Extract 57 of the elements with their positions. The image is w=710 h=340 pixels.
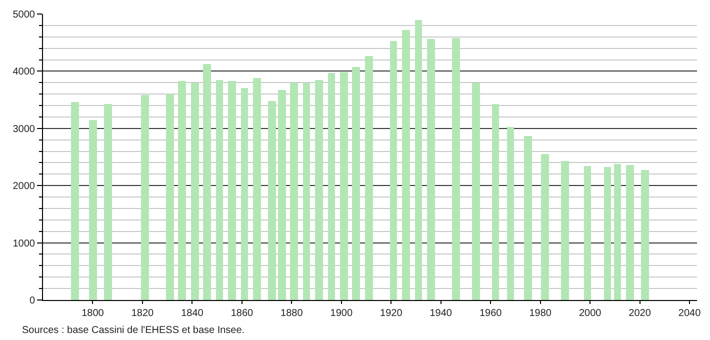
bar [216,80,223,300]
bar [507,127,514,300]
bar [178,81,186,300]
x-tick-label: 1960 [479,308,502,319]
bar [203,64,211,300]
x-tick-label: 2040 [678,308,702,319]
bar [228,81,236,300]
bar [303,83,310,300]
x-tick-label: 1820 [131,308,154,319]
y-tick-label: 0 [29,296,36,306]
bar [268,101,276,300]
bar [89,120,97,300]
bar [191,83,199,300]
y-tick-label: 4000 [12,66,36,78]
bar [71,102,79,300]
y-tick-label: 5000 [12,10,36,20]
bar [402,30,410,300]
bar [253,78,261,300]
bar [390,41,397,300]
y-tick-label: 2000 [12,181,36,192]
bar [604,167,611,300]
source-note: Sources : base Cassini de l'EHESS et base Insee. [22,325,245,336]
x-tick-label: 1980 [529,308,552,319]
bar [328,73,335,300]
bar [415,20,422,300]
x-tick-label: 1900 [330,308,353,319]
x-tick-label: 1920 [380,308,403,319]
bar [614,164,621,300]
x-tick-label: 1800 [82,308,104,319]
bar [104,104,112,300]
bar [472,83,480,300]
bar [584,166,591,300]
bar [524,136,532,300]
x-tick-label: 1880 [280,308,304,319]
bar [166,94,174,300]
bar [315,80,323,300]
x-tick-label: 1840 [181,308,204,319]
bar [278,90,286,300]
bar [641,170,649,300]
bar [561,161,569,300]
bar [241,88,248,300]
bar [626,165,634,300]
bar [340,72,348,300]
bar [365,56,373,300]
bar [541,154,549,300]
bar [352,67,360,300]
x-tick-label: 1940 [430,308,452,319]
y-tick-label: 1000 [12,238,36,250]
bar [427,39,435,300]
bar [290,83,298,300]
x-tick-label: 1860 [230,308,254,319]
x-tick-label: 2000 [578,308,602,319]
y-tick-label: 3000 [12,124,36,135]
bar [492,104,499,300]
bar [452,38,460,300]
bar [141,95,149,300]
x-tick-label: 2020 [628,308,652,319]
